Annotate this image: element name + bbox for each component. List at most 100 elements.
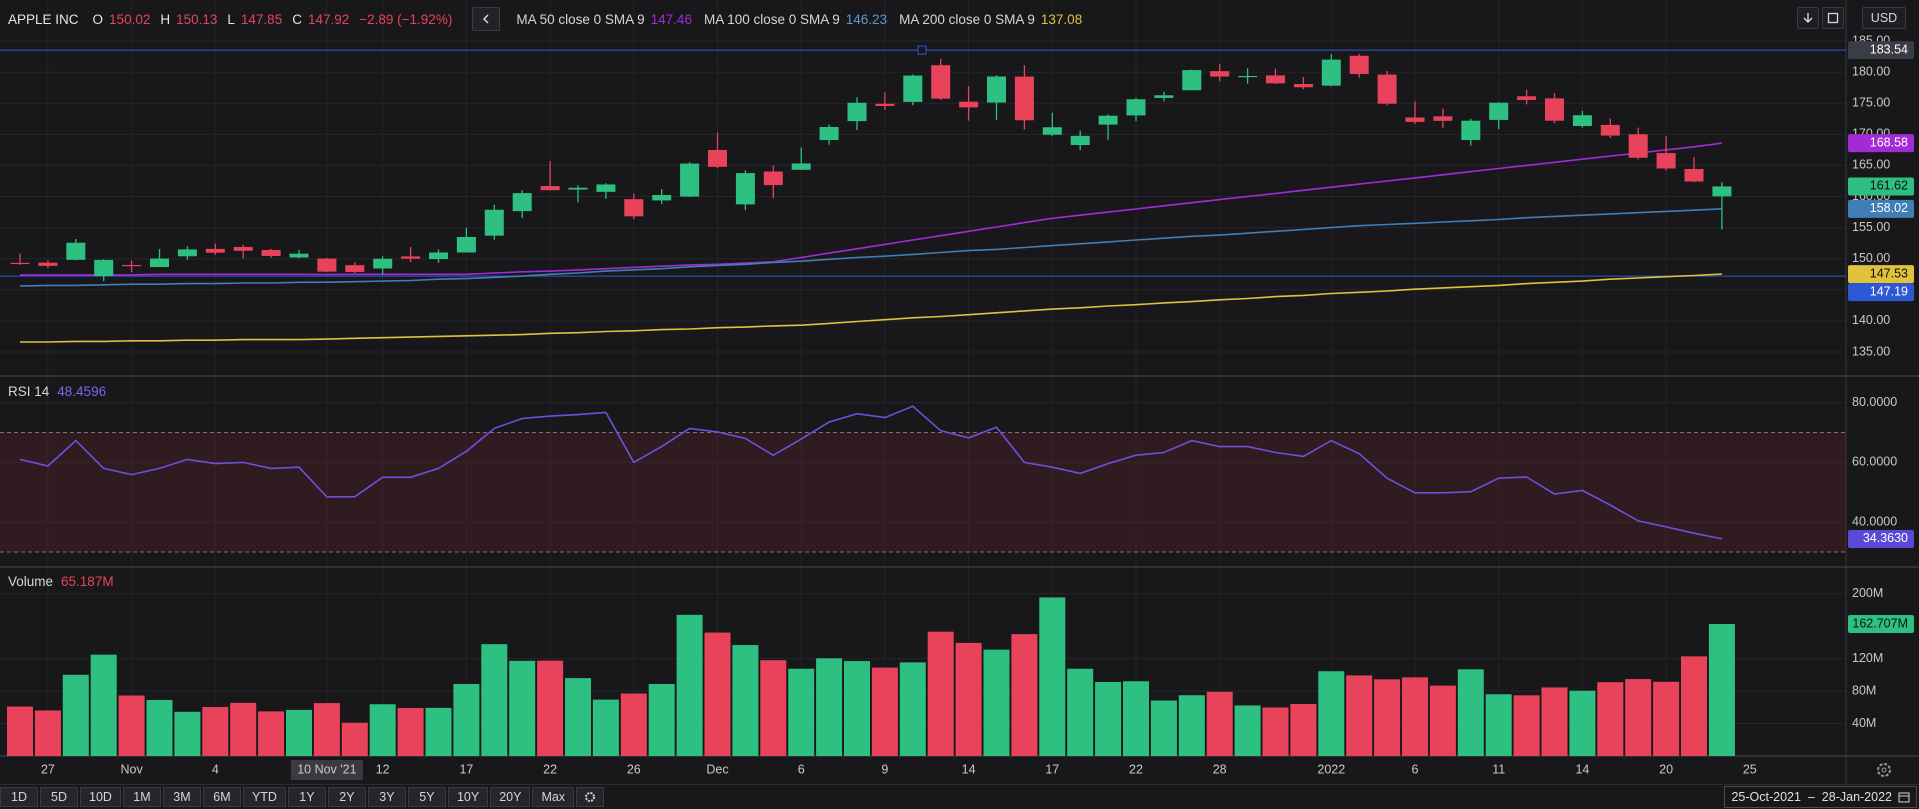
range-button[interactable]: 3Y bbox=[367, 787, 406, 807]
volume-bar bbox=[369, 704, 396, 756]
x-tick-label: 4 bbox=[212, 762, 219, 776]
volume-bar bbox=[1429, 685, 1456, 756]
volume-bar bbox=[1485, 694, 1512, 756]
change-value: −2.89 (−1.92%) bbox=[359, 11, 453, 27]
volume-bar bbox=[509, 660, 536, 756]
price-tick-label: 155.00 bbox=[1852, 220, 1890, 234]
volume-bar bbox=[1346, 675, 1373, 756]
candle-body bbox=[1712, 186, 1732, 197]
candle-body bbox=[1210, 71, 1230, 77]
price-badge-label: 168.58 bbox=[1870, 135, 1908, 149]
volume-bar bbox=[397, 707, 424, 756]
range-button[interactable]: Max bbox=[532, 787, 575, 807]
candle-body bbox=[708, 150, 727, 167]
volume-bar bbox=[1318, 671, 1345, 756]
range-button[interactable]: 5Y bbox=[407, 787, 446, 807]
range-button[interactable]: 5D bbox=[40, 787, 78, 807]
candle-body bbox=[1656, 153, 1676, 169]
volume-bar bbox=[146, 699, 173, 756]
ma-value: 146.23 bbox=[845, 11, 888, 27]
range-button[interactable]: 10D bbox=[80, 787, 121, 807]
date-range-picker[interactable]: 25-Oct-2021 – 28-Jan-2022 bbox=[1724, 786, 1917, 808]
candle-body bbox=[94, 259, 114, 276]
volume-bar bbox=[983, 649, 1010, 756]
x-tick-label: 10 Nov '21 bbox=[297, 762, 356, 776]
price-badge bbox=[1848, 134, 1914, 153]
candle-body bbox=[791, 163, 811, 170]
close-value: 147.92 bbox=[307, 11, 350, 27]
volume-bar bbox=[230, 702, 257, 756]
x-tick-label: Dec bbox=[706, 762, 728, 776]
volume-bar bbox=[1123, 681, 1149, 756]
range-button[interactable]: YTD bbox=[242, 787, 286, 807]
volume-bar bbox=[648, 684, 675, 756]
candle-body bbox=[484, 209, 504, 236]
currency-select[interactable]: USD bbox=[1862, 7, 1906, 29]
candle-body bbox=[624, 199, 644, 217]
settings-icon bbox=[1877, 763, 1891, 777]
volume-bar bbox=[760, 660, 787, 756]
volume-bar bbox=[1206, 691, 1233, 756]
line-handle bbox=[917, 45, 927, 55]
range-button[interactable]: 20Y bbox=[490, 787, 531, 807]
volume-tick-label: 40M bbox=[1852, 716, 1876, 730]
x-tick-label: 6 bbox=[798, 762, 805, 776]
range-button[interactable]: 10Y bbox=[447, 787, 489, 807]
settings-icon bbox=[585, 792, 596, 802]
rsi-tick-label: 60.0000 bbox=[1852, 455, 1897, 469]
range-button[interactable]: 3M bbox=[162, 787, 201, 807]
volume-bar bbox=[1569, 690, 1596, 756]
x-tick-label: 14 bbox=[962, 762, 976, 776]
range-button[interactable]: 1D bbox=[0, 787, 38, 807]
volume-bar bbox=[788, 668, 815, 756]
low-value: 147.85 bbox=[240, 11, 283, 27]
volume-bar bbox=[425, 707, 452, 756]
volume-bar bbox=[258, 711, 285, 756]
volume-tick-label: 200M bbox=[1852, 586, 1883, 600]
price-badge-label: 162.707M bbox=[1852, 616, 1908, 630]
fullscreen-button[interactable] bbox=[1822, 7, 1844, 29]
volume-bar bbox=[927, 631, 954, 756]
volume-bar bbox=[620, 693, 647, 756]
candle-body bbox=[1545, 98, 1564, 121]
volume-bar bbox=[1374, 679, 1401, 756]
candle-body bbox=[596, 184, 616, 192]
volume-bar bbox=[1597, 682, 1624, 756]
x-tick-label: 17 bbox=[1045, 762, 1059, 776]
range-button[interactable]: 1Y bbox=[287, 787, 326, 807]
volume-bar bbox=[1067, 668, 1094, 756]
candle-body bbox=[1433, 116, 1453, 121]
candle-body bbox=[233, 246, 253, 251]
candle-body bbox=[1489, 102, 1509, 120]
rsi-tick-label: 80.0000 bbox=[1852, 395, 1897, 409]
range-button[interactable]: 6M bbox=[202, 787, 241, 807]
price-badge-label: 147.19 bbox=[1870, 284, 1908, 298]
x-tick-label: 20 bbox=[1659, 762, 1673, 776]
range-button[interactable]: 2Y bbox=[327, 787, 366, 807]
candle-body bbox=[122, 264, 142, 267]
date-range: 25-Oct-2021 – 28-Jan-2022 bbox=[1731, 790, 1892, 804]
settings-button[interactable] bbox=[576, 787, 605, 807]
candle-body bbox=[456, 237, 476, 253]
volume-bar bbox=[1625, 679, 1652, 756]
candle-body bbox=[819, 126, 839, 141]
collapse-button[interactable] bbox=[472, 7, 501, 31]
volume-bar bbox=[1011, 634, 1038, 756]
volume-name: Volume bbox=[8, 574, 54, 589]
volume-bar bbox=[1095, 682, 1122, 756]
volume-bar bbox=[202, 706, 229, 756]
candle-body bbox=[931, 65, 951, 99]
settings-button[interactable] bbox=[1877, 763, 1891, 777]
volume-bar bbox=[592, 699, 619, 756]
candle-body bbox=[540, 186, 560, 191]
x-tick-label: 2022 bbox=[1317, 762, 1345, 776]
price-badge bbox=[1848, 614, 1914, 633]
range-button[interactable]: 1M bbox=[122, 787, 161, 807]
candle-body bbox=[66, 242, 86, 260]
download-button[interactable] bbox=[1797, 7, 1819, 29]
x-tick-label: 22 bbox=[543, 762, 557, 776]
ma-line bbox=[20, 142, 1723, 276]
price-badge-label: 161.62 bbox=[1870, 179, 1908, 193]
ma-value: 137.08 bbox=[1040, 11, 1083, 27]
